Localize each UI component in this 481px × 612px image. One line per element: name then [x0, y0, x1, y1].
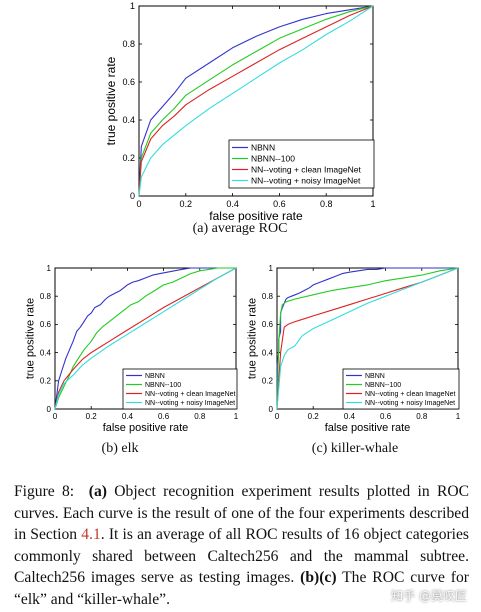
legend-entry-0: NBNN	[365, 373, 385, 380]
x-tick-label: 0.8	[320, 199, 333, 209]
series-line-0	[54, 267, 236, 410]
y-tick-label: 0.8	[262, 292, 274, 301]
x-tick-label: 0.2	[308, 412, 320, 421]
y-tick-label: 0.6	[40, 320, 52, 329]
series-line-3	[276, 267, 459, 410]
x-tick-label: 1	[370, 199, 375, 209]
legend-entry-0: NBNN	[251, 142, 275, 152]
y-tick-label: 0.4	[40, 348, 52, 357]
subcaption-average: (a) average ROC	[192, 221, 288, 236]
y-tick-label: 0	[269, 405, 274, 414]
chart-average: 0 0.2 0.4 0.6 0.8 1 0 0.2 0.4 0.6 0.8 1 false positi…	[104, 1, 375, 223]
y-tick-label: 0.2	[122, 153, 135, 163]
legend-entry-1: NBNN--100	[251, 153, 295, 163]
x-tick-label: 0	[53, 412, 58, 421]
caption-text-3: The ROC curve for “elk” and “killer-whal…	[14, 569, 469, 608]
x-tick-label: 0.6	[380, 412, 392, 421]
series-line-3	[54, 267, 237, 410]
x-tick-label: 0.6	[273, 199, 286, 209]
y-tick-label: 0.6	[122, 77, 135, 87]
x-tick-label: 0.8	[194, 412, 206, 421]
x-axis-label: false positive rate	[325, 422, 411, 434]
caption-section-ref[interactable]: 4.1	[81, 526, 101, 543]
x-tick-label: 0.2	[180, 199, 193, 209]
caption-text-2: . It is an average of all ROC results of…	[14, 526, 470, 586]
subcaption-killer-whale: (c) killer-whale	[311, 441, 399, 456]
chart-elk: 0 0.2 0.4 0.6 0.8 1 0 0.2 0.4 0.6 0.8 1 false positi…	[24, 264, 238, 434]
y-axis-label: true positive rate	[24, 298, 36, 379]
legend-entry-1: NBNN--100	[365, 382, 401, 389]
x-tick-label: 1	[234, 412, 239, 421]
series-line-1	[138, 5, 374, 197]
y-tick-label: 0.4	[262, 348, 274, 357]
x-tick-label: 0.4	[122, 412, 134, 421]
x-tick-label: 0	[275, 412, 280, 421]
x-tick-label: 0.4	[226, 199, 239, 209]
figure-caption: Figure 8: (a) Object recognition experim…	[14, 481, 469, 610]
y-tick-label: 0.2	[40, 377, 52, 386]
watermark: 知乎 @莫叹匠	[391, 589, 467, 603]
series-line-3	[138, 5, 374, 197]
y-axis-label: true positive rate	[246, 298, 258, 379]
caption-part-bc: (b)(c)	[300, 569, 337, 586]
x-axis-label: false positive rate	[209, 209, 303, 223]
x-tick-label: 1	[456, 412, 461, 421]
y-tick-label: 1	[269, 264, 274, 273]
subcaption-elk: (b) elk	[101, 441, 139, 456]
legend-entry-2: NN--voting + clean ImageNet	[145, 391, 236, 398]
x-tick-label: 0.4	[344, 412, 356, 421]
legend-entry-3: NN--voting + noisy ImageNet	[365, 400, 455, 407]
y-tick-label: 0	[130, 191, 135, 201]
legend-entry-0: NBNN	[145, 373, 165, 380]
series-line-2	[138, 5, 374, 197]
legend-entry-2: NN--voting + clean ImageNet	[365, 391, 456, 398]
chart-killer-whale: 0 0.2 0.4 0.6 0.8 1 0 0.2 0.4 0.6 0.8 1 false positi…	[246, 264, 460, 434]
legend-entry-1: NBNN--100	[145, 382, 181, 389]
y-tick-label: 1	[130, 1, 135, 11]
x-axis-label: false positive rate	[103, 422, 189, 434]
legend-entry-2: NN--voting + clean ImageNet	[251, 164, 361, 174]
y-tick-label: 0.8	[122, 39, 135, 49]
caption-part-a: (a)	[88, 483, 107, 500]
legend-entry-3: NN--voting + noisy ImageNet	[251, 175, 361, 185]
x-tick-label: 0.8	[416, 412, 428, 421]
x-tick-label: 0.2	[86, 412, 98, 421]
y-tick-label: 0.8	[40, 292, 52, 301]
x-tick-label: 0	[136, 199, 141, 209]
legend-entry-3: NN--voting + noisy ImageNet	[145, 400, 235, 407]
y-tick-label: 0.2	[262, 377, 274, 386]
caption-text-1: Object recognition experiment results pl…	[14, 483, 470, 543]
y-tick-label: 0.4	[122, 115, 135, 125]
series-line-0	[138, 5, 374, 197]
y-tick-label: 0	[47, 405, 52, 414]
y-tick-label: 0.6	[262, 320, 274, 329]
y-tick-label: 1	[47, 264, 52, 273]
series-line-2	[54, 267, 237, 410]
x-tick-label: 0.6	[158, 412, 170, 421]
legend-box	[342, 368, 460, 410]
y-axis-label: true positive rate	[104, 56, 118, 145]
series-line-0	[276, 267, 458, 409]
series-line-1	[54, 267, 236, 410]
legend-box	[228, 139, 375, 189]
caption-label: Figure 8:	[14, 483, 75, 500]
series-line-1	[276, 267, 459, 410]
